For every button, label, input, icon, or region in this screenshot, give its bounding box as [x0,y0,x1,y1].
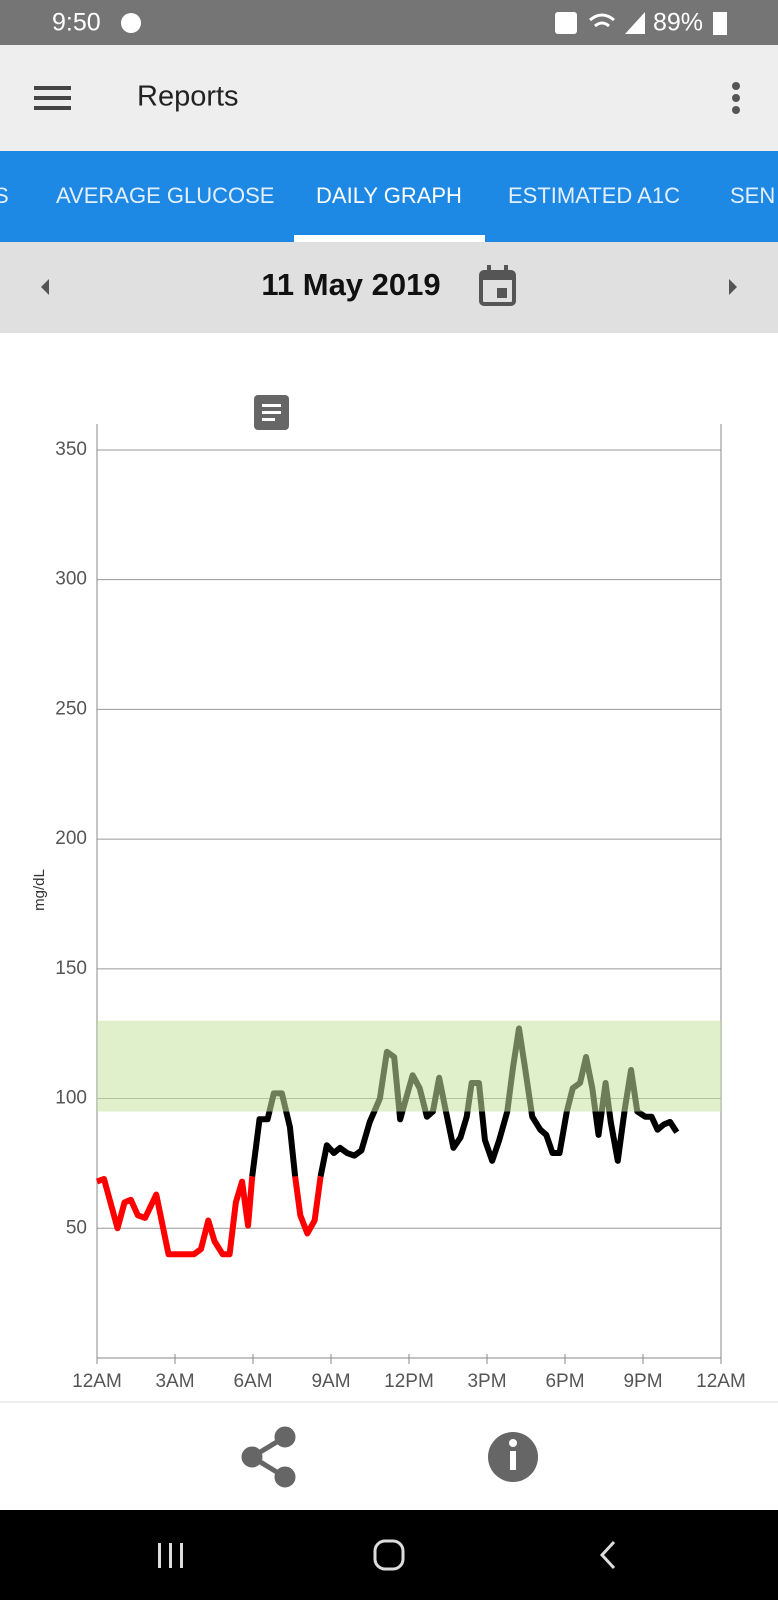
plot: 50 100 150 200 250 300 350 12AM 3AM 6AM 9AM 12PM 3PM… [55,424,746,1392]
divider [0,1401,778,1403]
y-tick-label: 250 [55,698,87,719]
y-tick-label: 50 [66,1217,87,1238]
x-tick-label: 6PM [545,1371,584,1392]
share-button[interactable] [241,1426,296,1488]
x-tick-label: 12AM [696,1371,746,1392]
note-icon[interactable] [254,395,289,430]
calendar-button[interactable] [479,265,516,306]
x-tick-label: 6AM [233,1371,272,1392]
x-tick-label: 12PM [384,1371,434,1392]
tab-indicator [294,235,485,242]
signal-icon [625,12,645,34]
home-button[interactable] [373,1539,405,1571]
tab[interactable]: ESTIMATED A1C [508,183,680,208]
date-bar [0,242,778,333]
status-icon [121,13,141,33]
x-tick-label: 3AM [155,1371,194,1392]
target-range [97,1020,721,1112]
x-tick-label: 9PM [623,1371,662,1392]
y-tick-label: 150 [55,958,87,979]
next-day[interactable] [729,279,737,295]
status-time: 9:50 [52,9,101,37]
tab[interactable]: SEN [730,183,775,208]
tab-bar [0,151,778,242]
app-bar [0,45,778,151]
info-button[interactable] [488,1432,538,1482]
wifi-icon [589,13,615,28]
y-tick-label: 300 [55,569,87,590]
x-tick-label: 9AM [311,1371,350,1392]
tab[interactable]: AVERAGE GLUCOSE [56,183,274,208]
back-button[interactable] [599,1540,616,1570]
menu-button[interactable] [34,86,71,110]
x-tick-label: 3PM [467,1371,506,1392]
glucose-line [95,1175,324,1258]
battery-icon [713,12,727,35]
recents-button[interactable] [158,1543,183,1568]
y-tick-label: 200 [55,828,87,849]
overflow-menu[interactable] [732,82,740,114]
nfc-icon [555,12,577,34]
nav-bar [0,1510,778,1600]
y-axis-label: mg/dL [31,869,48,911]
y-tick-label: 350 [55,439,87,460]
app-title: Reports [137,81,239,113]
y-tick-label: 100 [55,1088,87,1109]
x-tick-label: 12AM [72,1371,122,1392]
tab[interactable]: S [0,183,9,208]
tab-active[interactable]: DAILY GRAPH [316,183,462,208]
date: 11 May 2019 [261,267,440,302]
battery-text: 89% [653,9,703,37]
prev-day[interactable] [41,279,49,295]
